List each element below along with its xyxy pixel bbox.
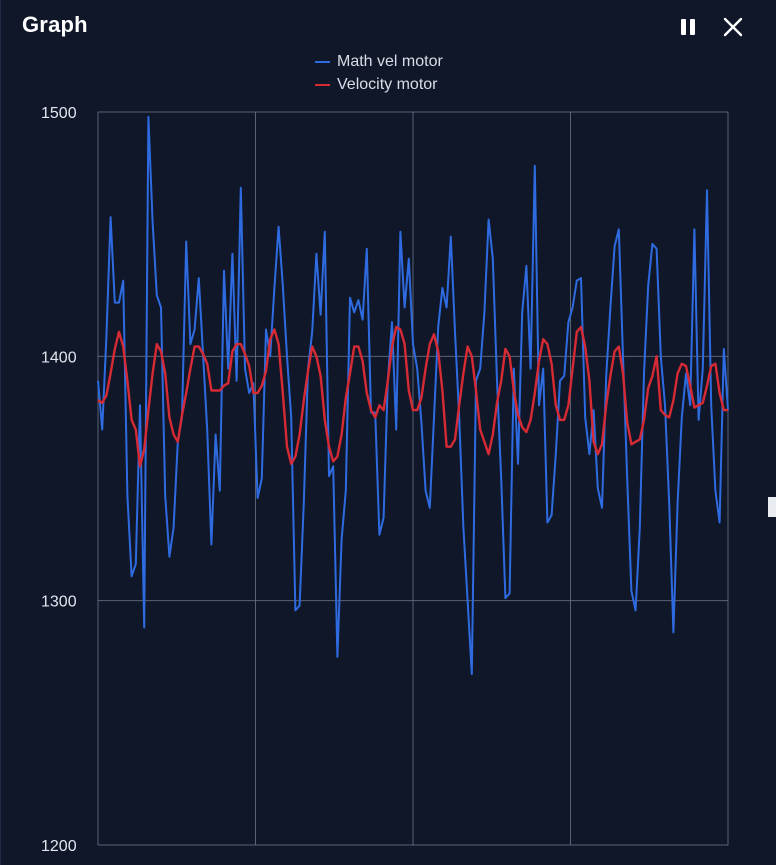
scrollbar-handle[interactable] <box>768 497 776 517</box>
y-tick-label: 1500 <box>41 105 77 122</box>
close-button[interactable] <box>718 12 748 42</box>
y-tick-label: 1200 <box>41 838 77 855</box>
legend-swatch-math-vel-motor <box>315 60 330 63</box>
series-line-velocity-motor <box>97 325 728 468</box>
legend-label: Math vel motor <box>337 52 443 70</box>
y-tick-label: 1400 <box>41 349 77 366</box>
legend-item-math-vel-motor[interactable]: Math vel motor <box>315 50 443 73</box>
close-icon <box>723 17 743 37</box>
y-tick-label: 1300 <box>41 594 77 611</box>
legend-label: Velocity motor <box>337 75 438 93</box>
panel-title: Graph <box>22 12 88 37</box>
chart-legend[interactable]: Math vel motor Velocity motor <box>315 50 443 96</box>
legend-item-velocity-motor[interactable]: Velocity motor <box>315 73 443 96</box>
legend-swatch-velocity-motor <box>315 83 330 86</box>
pause-button[interactable] <box>673 12 703 42</box>
